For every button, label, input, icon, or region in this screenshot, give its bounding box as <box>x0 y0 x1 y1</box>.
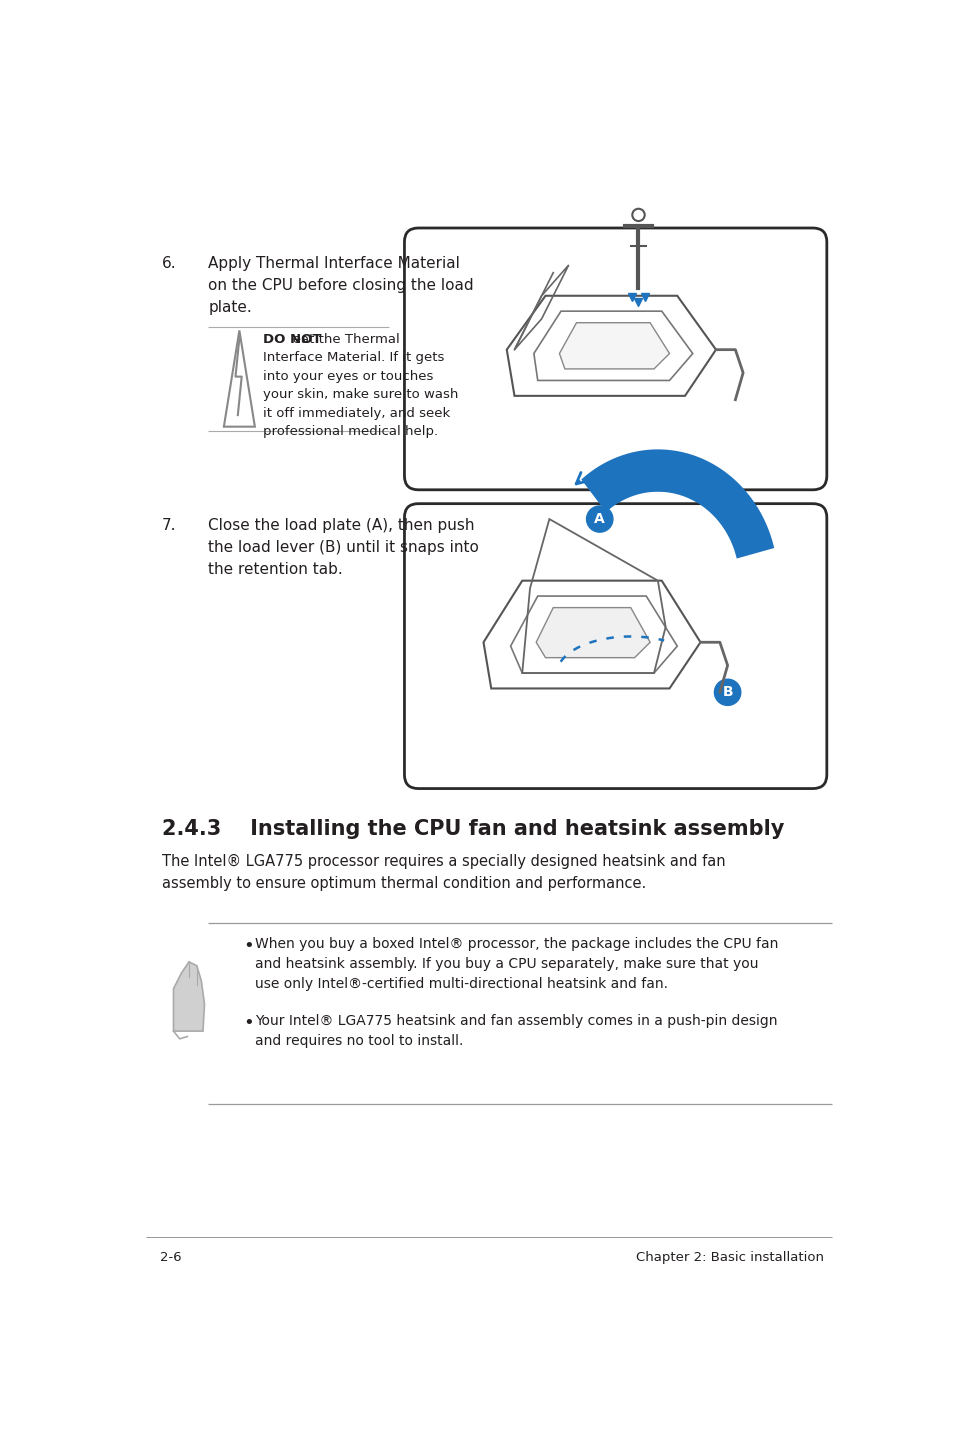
Text: Apply Thermal Interface Material
on the CPU before closing the load
plate.: Apply Thermal Interface Material on the … <box>208 256 474 315</box>
Text: DO NOT: DO NOT <box>262 332 321 345</box>
Text: •: • <box>243 938 253 955</box>
Polygon shape <box>536 608 649 657</box>
Text: 6.: 6. <box>162 256 176 270</box>
Text: When you buy a boxed Intel® processor, the package includes the CPU fan
and heat: When you buy a boxed Intel® processor, t… <box>254 938 778 991</box>
Circle shape <box>714 679 740 706</box>
Polygon shape <box>580 450 774 558</box>
Text: 2.4.3    Installing the CPU fan and heatsink assembly: 2.4.3 Installing the CPU fan and heatsin… <box>162 820 783 840</box>
Text: 7.: 7. <box>162 518 176 532</box>
Text: eat the Thermal
Interface Material. If it gets
into your eyes or touches
your sk: eat the Thermal Interface Material. If i… <box>262 332 457 439</box>
Text: Your Intel® LGA775 heatsink and fan assembly comes in a push-pin design
and requ: Your Intel® LGA775 heatsink and fan asse… <box>254 1014 777 1048</box>
Text: A: A <box>594 512 604 526</box>
Circle shape <box>586 506 612 532</box>
Text: The Intel® LGA775 processor requires a specially designed heatsink and fan
assem: The Intel® LGA775 processor requires a s… <box>162 854 724 892</box>
Text: 2-6: 2-6 <box>159 1251 181 1264</box>
Polygon shape <box>173 962 204 1031</box>
Text: Chapter 2: Basic installation: Chapter 2: Basic installation <box>636 1251 823 1264</box>
Text: Close the load plate (A), then push
the load lever (B) until it snaps into
the r: Close the load plate (A), then push the … <box>208 518 478 577</box>
Text: •: • <box>243 1014 253 1032</box>
Polygon shape <box>558 322 669 370</box>
Text: B: B <box>721 686 732 699</box>
